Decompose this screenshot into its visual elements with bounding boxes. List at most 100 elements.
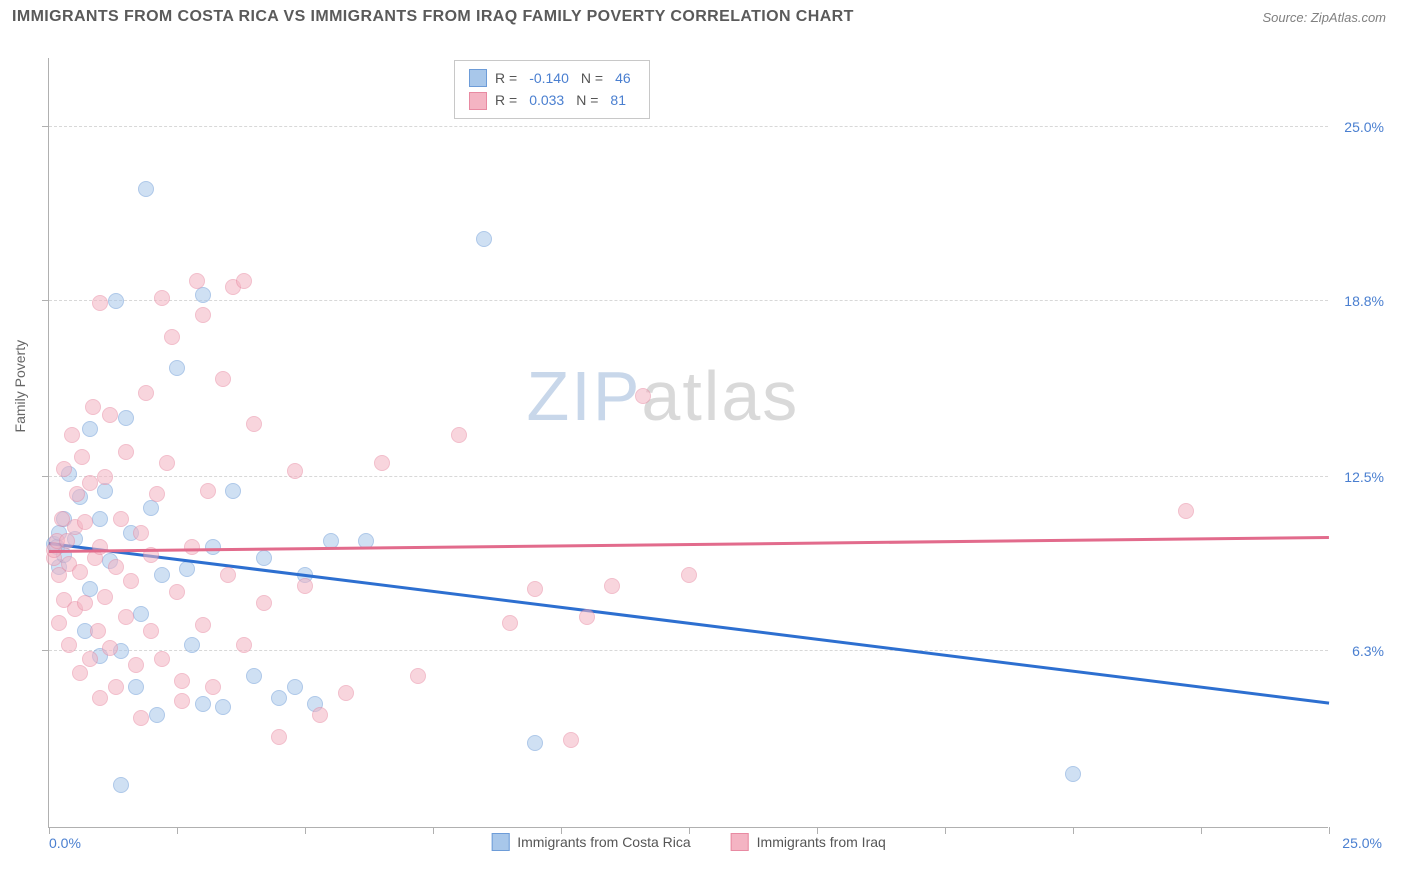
data-point-series-2 <box>195 307 211 323</box>
data-point-series-2 <box>149 486 165 502</box>
legend-swatch-2b <box>731 833 749 851</box>
data-point-series-1 <box>149 707 165 723</box>
data-point-series-1 <box>118 410 134 426</box>
data-point-series-2 <box>108 559 124 575</box>
watermark-atlas: atlas <box>641 357 799 435</box>
chart-container: Family Poverty ZIPatlas R = -0.140 N = 4… <box>48 58 1388 828</box>
data-point-series-2 <box>635 388 651 404</box>
data-point-series-2 <box>174 693 190 709</box>
data-point-series-2 <box>82 475 98 491</box>
data-point-series-1 <box>82 421 98 437</box>
data-point-series-2 <box>236 637 252 653</box>
data-point-series-2 <box>102 407 118 423</box>
data-point-series-2 <box>72 665 88 681</box>
data-point-series-1 <box>179 561 195 577</box>
legend-swatch-2 <box>469 92 487 110</box>
data-point-series-1 <box>527 735 543 751</box>
legend-row-series-2: R = 0.033 N = 81 <box>469 89 635 111</box>
gridline-h <box>49 476 1328 477</box>
data-point-series-2 <box>502 615 518 631</box>
legend-label-2: Immigrants from Iraq <box>757 834 886 850</box>
x-axis-min-label: 0.0% <box>49 835 81 851</box>
data-point-series-1 <box>1065 766 1081 782</box>
data-point-series-2 <box>56 461 72 477</box>
data-point-series-1 <box>128 679 144 695</box>
data-point-series-2 <box>97 589 113 605</box>
data-point-series-2 <box>118 609 134 625</box>
data-point-series-1 <box>271 690 287 706</box>
data-point-series-1 <box>108 293 124 309</box>
data-point-series-2 <box>195 617 211 633</box>
data-point-series-2 <box>374 455 390 471</box>
data-point-series-1 <box>133 606 149 622</box>
data-point-series-2 <box>90 623 106 639</box>
x-tick <box>1329 827 1330 834</box>
data-point-series-2 <box>64 427 80 443</box>
data-point-series-1 <box>256 550 272 566</box>
data-point-series-2 <box>563 732 579 748</box>
y-tick <box>42 300 49 301</box>
data-point-series-1 <box>97 483 113 499</box>
data-point-series-2 <box>410 668 426 684</box>
x-tick <box>945 827 946 834</box>
data-point-series-1 <box>195 696 211 712</box>
data-point-series-2 <box>200 483 216 499</box>
chart-header: IMMIGRANTS FROM COSTA RICA VS IMMIGRANTS… <box>0 0 1406 36</box>
source-attribution: Source: ZipAtlas.com <box>1262 10 1386 25</box>
data-point-series-2 <box>604 578 620 594</box>
data-point-series-2 <box>312 707 328 723</box>
data-point-series-2 <box>297 578 313 594</box>
data-point-series-1 <box>205 539 221 555</box>
data-point-series-1 <box>113 777 129 793</box>
data-point-series-2 <box>246 416 262 432</box>
data-point-series-2 <box>85 399 101 415</box>
y-axis-tick-label: 18.8% <box>1344 293 1384 309</box>
data-point-series-2 <box>205 679 221 695</box>
data-point-series-2 <box>92 539 108 555</box>
data-point-series-2 <box>123 573 139 589</box>
data-point-series-2 <box>118 444 134 460</box>
legend-n-value-2: 81 <box>606 89 630 111</box>
legend-n-value-1: 46 <box>611 67 635 89</box>
legend-item-2: Immigrants from Iraq <box>731 833 886 851</box>
data-point-series-1 <box>184 637 200 653</box>
legend-label-1: Immigrants from Costa Rica <box>517 834 690 850</box>
watermark-zip: ZIP <box>527 357 642 435</box>
data-point-series-1 <box>215 699 231 715</box>
legend-r-label: R = <box>495 67 517 89</box>
y-axis-tick-label: 6.3% <box>1352 643 1384 659</box>
y-tick <box>42 476 49 477</box>
plot-area: ZIPatlas R = -0.140 N = 46 R = 0.033 N =… <box>48 58 1328 828</box>
y-axis-tick-label: 12.5% <box>1344 469 1384 485</box>
data-point-series-2 <box>59 533 75 549</box>
legend-row-series-1: R = -0.140 N = 46 <box>469 67 635 89</box>
legend-n-label: N = <box>576 89 598 111</box>
y-tick <box>42 126 49 127</box>
data-point-series-2 <box>338 685 354 701</box>
data-point-series-2 <box>69 486 85 502</box>
data-point-series-2 <box>108 679 124 695</box>
data-point-series-2 <box>159 455 175 471</box>
legend-r-value-2: 0.033 <box>525 89 568 111</box>
data-point-series-1 <box>143 500 159 516</box>
data-point-series-2 <box>97 469 113 485</box>
series-legend: Immigrants from Costa Rica Immigrants fr… <box>491 833 886 851</box>
data-point-series-2 <box>287 463 303 479</box>
data-point-series-1 <box>476 231 492 247</box>
data-point-series-2 <box>92 295 108 311</box>
data-point-series-2 <box>77 595 93 611</box>
chart-title: IMMIGRANTS FROM COSTA RICA VS IMMIGRANTS… <box>12 8 854 26</box>
data-point-series-2 <box>256 595 272 611</box>
data-point-series-2 <box>681 567 697 583</box>
data-point-series-2 <box>74 449 90 465</box>
data-point-series-1 <box>169 360 185 376</box>
data-point-series-2 <box>527 581 543 597</box>
legend-r-value-1: -0.140 <box>525 67 573 89</box>
data-point-series-2 <box>128 657 144 673</box>
data-point-series-2 <box>138 385 154 401</box>
data-point-series-2 <box>143 623 159 639</box>
x-tick <box>1201 827 1202 834</box>
data-point-series-2 <box>220 567 236 583</box>
gridline-h <box>49 300 1328 301</box>
data-point-series-2 <box>184 539 200 555</box>
